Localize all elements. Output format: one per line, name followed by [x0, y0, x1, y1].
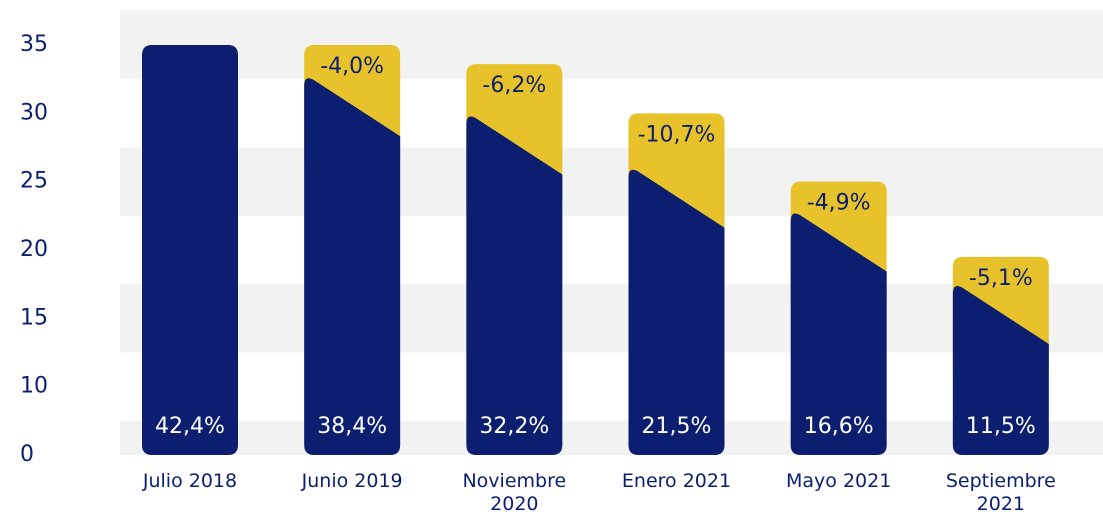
bar-label: 32,2%	[479, 414, 549, 439]
bar-label: 38,4%	[317, 414, 387, 439]
x-tick-label: Mayo 2021	[786, 470, 892, 492]
grid-band	[120, 420, 1103, 455]
x-tick-label: Enero 2021	[621, 470, 732, 492]
grid-band	[120, 10, 1103, 80]
bar-label: 11,5%	[966, 414, 1036, 439]
x-tick-label: Junio 2019	[301, 470, 403, 492]
grid-band	[120, 284, 1103, 353]
x-tick-label: Noviembre 2020	[462, 470, 567, 515]
y-tick-label: 0	[20, 442, 34, 467]
bar	[790, 213, 887, 455]
bar-label: 42,4%	[155, 414, 225, 439]
change-label: -5,1%	[969, 266, 1033, 291]
y-tick-label: 30	[20, 100, 48, 125]
change-label: -4,9%	[807, 191, 871, 216]
bar	[466, 116, 563, 455]
x-tick-label: Julio 2018	[142, 470, 238, 492]
bar-label: 16,6%	[804, 414, 874, 439]
bar	[952, 285, 1049, 455]
bar	[304, 78, 401, 455]
bar-label: 21,5%	[642, 414, 712, 439]
y-tick-label: 20	[20, 237, 48, 262]
bar	[142, 45, 238, 455]
grid-band	[120, 147, 1103, 216]
change-label: -4,0%	[320, 54, 384, 79]
y-tick-label: 25	[20, 169, 48, 194]
change-label: -6,2%	[482, 73, 546, 98]
bar	[628, 169, 725, 456]
change-label: -10,7%	[638, 122, 716, 147]
y-tick-label: 35	[20, 32, 48, 57]
y-tick-label: 10	[20, 374, 48, 399]
x-tick-label: Septiembre 2021	[945, 470, 1056, 515]
y-tick-label: 15	[20, 305, 48, 330]
